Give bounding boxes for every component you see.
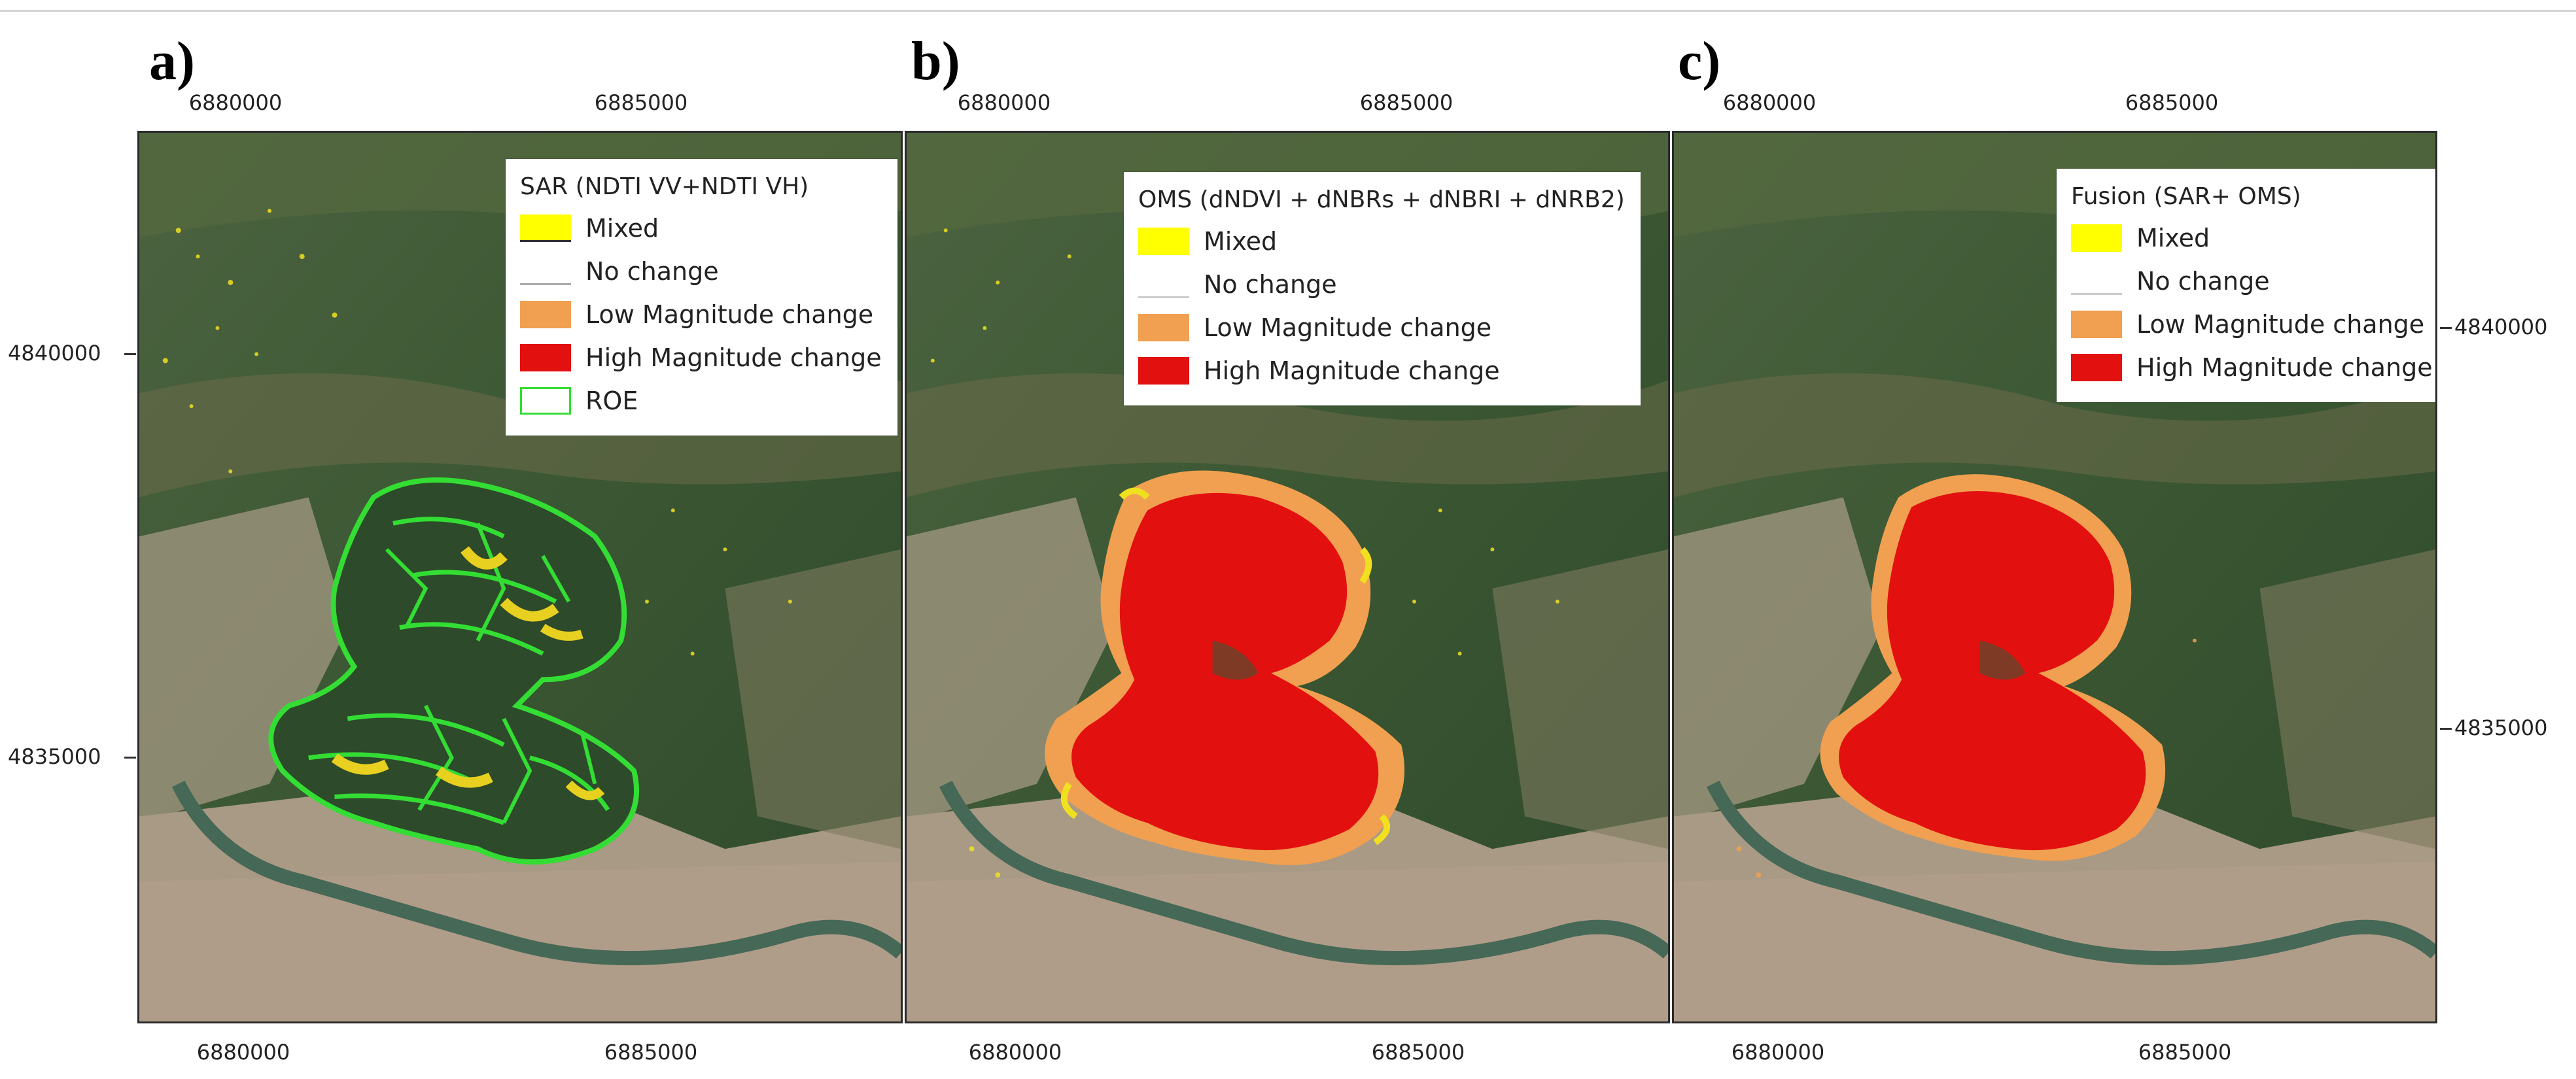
legend-label-mixed-b: Mixed	[1204, 227, 1278, 256]
legend-swatch-mixed-a	[520, 214, 571, 242]
map-panel-a: SAR (NDTI VV+NDTI VH) Mixed No change Lo…	[137, 131, 903, 1023]
legend-swatch-roe-a	[520, 387, 571, 415]
legend-swatch-high-b	[1138, 357, 1189, 385]
legend-title-b: OMS (dNDVI + dNBRs + dNBRI + dNRB2)	[1138, 186, 1625, 213]
x-tick-bottom-b-2: 6885000	[1371, 1040, 1465, 1065]
legend-item-b-low: Low Magnitude change	[1138, 306, 1625, 349]
legend-label-high-a: High Magnitude change	[585, 343, 882, 372]
legend-b: OMS (dNDVI + dNBRs + dNBRI + dNRB2) Mixe…	[1124, 172, 1641, 405]
y-tick-left-1: 4840000	[8, 341, 101, 366]
top-rule	[0, 10, 2576, 12]
legend-item-a-roe: ROE	[520, 379, 882, 422]
legend-label-low-c: Low Magnitude change	[2136, 310, 2425, 339]
legend-item-a-mixed: Mixed	[520, 207, 882, 250]
y-tick-right-1: 4840000	[2454, 315, 2548, 339]
legend-c: Fusion (SAR+ OMS) Mixed No change Low Ma…	[2057, 169, 2435, 402]
y-tick-mark-right-2	[2440, 728, 2452, 730]
legend-swatch-mixed-c	[2071, 224, 2122, 252]
x-tick-bottom-c-2: 6885000	[2138, 1040, 2232, 1065]
legend-label-mixed-c: Mixed	[2136, 224, 2210, 252]
legend-item-c-low: Low Magnitude change	[2071, 303, 2433, 346]
legend-item-a-high: High Magnitude change	[520, 336, 882, 379]
map-panel-c: Fusion (SAR+ OMS) Mixed No change Low Ma…	[1672, 131, 2437, 1023]
legend-label-nochange-a: No change	[585, 257, 719, 286]
legend-swatch-low-b	[1138, 314, 1189, 341]
legend-label-nochange-b: No change	[1204, 270, 1337, 299]
x-tick-top-c-2: 6885000	[2125, 90, 2219, 115]
legend-swatch-nochange-c	[2071, 267, 2122, 295]
roe-burn-perimeter-a	[268, 477, 639, 865]
legend-swatch-nochange-a	[520, 258, 571, 285]
legend-item-b-mixed: Mixed	[1138, 220, 1625, 263]
x-tick-bottom-c-1: 6880000	[1731, 1040, 1825, 1065]
map-panel-b: OMS (dNDVI + dNBRs + dNBRI + dNRB2) Mixe…	[905, 131, 1670, 1023]
legend-label-nochange-c: No change	[2136, 267, 2270, 296]
legend-title-c: Fusion (SAR+ OMS)	[2071, 183, 2301, 210]
legend-a: SAR (NDTI VV+NDTI VH) Mixed No change Lo…	[506, 159, 897, 436]
legend-item-b-nochange: No change	[1138, 263, 1625, 306]
x-tick-bottom-a-1: 6880000	[196, 1040, 290, 1065]
x-tick-top-c-1: 6880000	[1722, 90, 1817, 115]
y-tick-mark-left-1	[124, 353, 136, 355]
legend-swatch-low-a	[520, 301, 571, 328]
legend-swatch-high-a	[520, 344, 571, 371]
legend-label-low-b: Low Magnitude change	[1204, 313, 1492, 342]
legend-swatch-high-c	[2071, 354, 2122, 381]
legend-swatch-low-c	[2071, 311, 2122, 338]
burn-severity-b	[1045, 470, 1405, 866]
legend-title-a: SAR (NDTI VV+NDTI VH)	[520, 173, 809, 200]
y-tick-mark-right-1	[2440, 327, 2452, 329]
x-tick-top-b-1: 6880000	[957, 90, 1051, 115]
x-tick-top-a-2: 6885000	[594, 90, 688, 115]
legend-item-b-high: High Magnitude change	[1138, 349, 1625, 392]
x-tick-bottom-b-1: 6880000	[968, 1040, 1062, 1065]
legend-item-a-low: Low Magnitude change	[520, 293, 882, 336]
panel-label-b: b)	[911, 31, 960, 92]
legend-item-c-mixed: Mixed	[2071, 216, 2433, 260]
panel-label-a: a)	[149, 31, 195, 92]
legend-label-high-b: High Magnitude change	[1204, 356, 1500, 385]
y-tick-mark-left-2	[124, 757, 136, 759]
burn-severity-c	[1820, 474, 2166, 861]
y-tick-left-2: 4835000	[8, 744, 101, 769]
legend-swatch-nochange-b	[1138, 271, 1189, 298]
legend-swatch-mixed-b	[1138, 228, 1189, 255]
x-tick-bottom-a-2: 6885000	[604, 1040, 698, 1065]
legend-item-c-nochange: No change	[2071, 260, 2433, 303]
panel-label-c: c)	[1678, 31, 1721, 92]
x-tick-top-a-1: 6880000	[188, 90, 283, 115]
legend-label-roe-a: ROE	[585, 386, 638, 415]
legend-label-high-c: High Magnitude change	[2136, 353, 2433, 382]
legend-item-a-nochange: No change	[520, 250, 882, 293]
legend-label-mixed-a: Mixed	[585, 214, 659, 243]
legend-label-low-a: Low Magnitude change	[585, 300, 874, 329]
legend-item-c-high: High Magnitude change	[2071, 346, 2433, 389]
y-tick-right-2: 4835000	[2454, 715, 2548, 740]
x-tick-top-b-2: 6885000	[1359, 90, 1453, 115]
